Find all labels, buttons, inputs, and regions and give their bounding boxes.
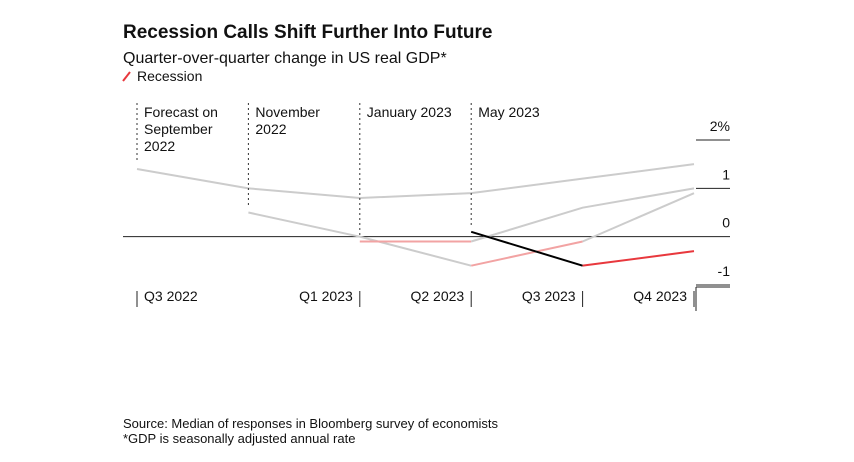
x-tick-label: Q3 2023 [522,288,576,304]
x-tick-label: Q3 2022 [144,288,198,304]
legend-label: Recession [137,68,202,84]
series-line [248,211,472,267]
forecast-label: May 2023 [478,104,540,120]
y-tick-label: 1 [722,166,730,182]
y-tick-label: 2% [710,118,730,134]
chart-subtitle: Quarter-over-quarter change in US real G… [123,50,447,67]
source-note: Source: Median of responses in Bloomberg… [123,416,499,431]
series-line [470,230,583,267]
series-line [582,192,695,243]
series-line [470,240,583,267]
x-tick-label: Q1 2023 [299,288,353,304]
x-tick-label: Q4 2023 [633,288,687,304]
forecast-label: November 2022 [255,104,320,137]
series-line [470,187,695,243]
x-tick-label: Q2 2023 [410,288,464,304]
series-line [136,163,695,200]
forecast-label: January 2023 [366,104,452,120]
y-tick-label: -1 [718,263,731,279]
y-tick-label: 0 [722,215,730,231]
chart-title: Recession Calls Shift Further Into Futur… [123,22,493,43]
series-line [582,250,695,267]
footnote: *GDP is seasonally adjusted annual rate [123,431,355,446]
legend-symbol [122,71,131,82]
forecast-label: Forecast on September 2022 [144,104,218,154]
